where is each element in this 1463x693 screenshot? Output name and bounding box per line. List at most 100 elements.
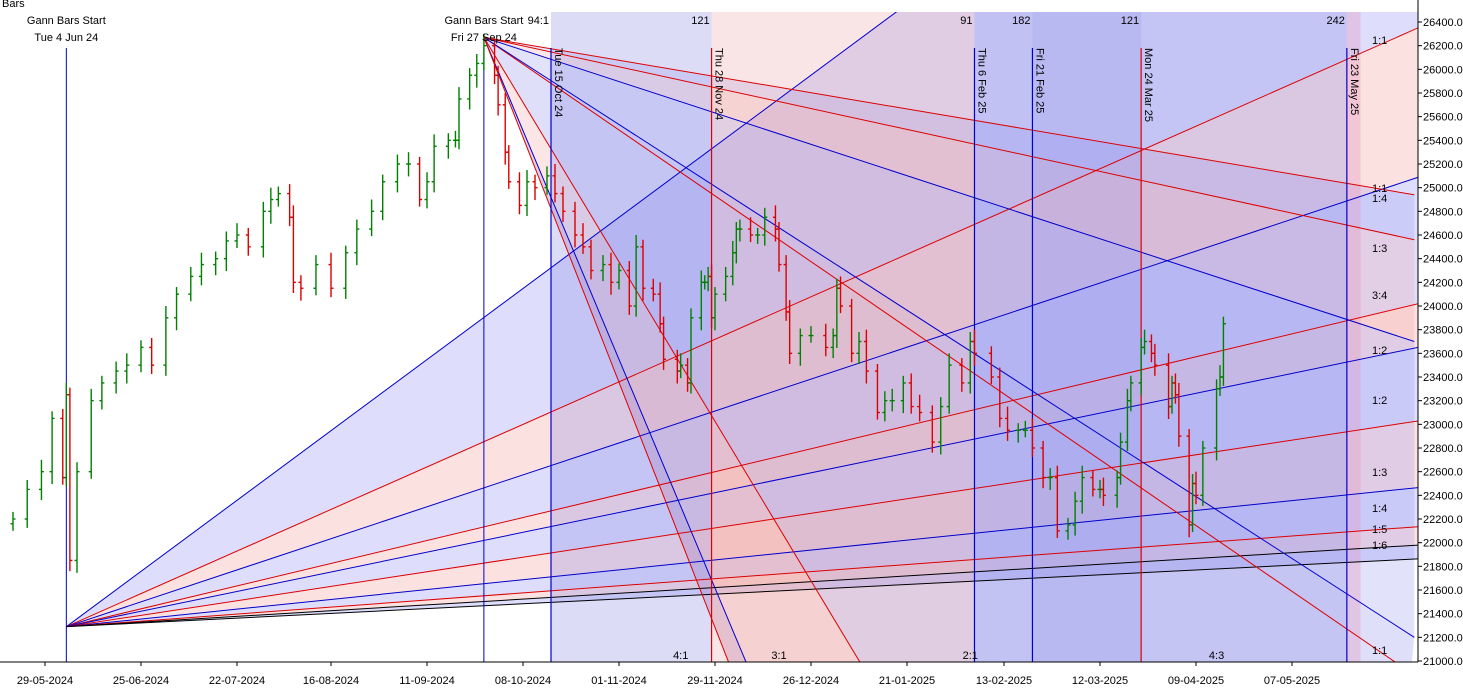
ohlc-bar [748,217,754,243]
ohlc-bar [213,251,219,276]
bottom-fan-line [66,303,1418,628]
price-tick-label: 21600.00 [1423,585,1463,597]
ohlc-bar [988,346,994,385]
price-tick-label: 22200.00 [1423,514,1463,526]
ohlc-bar [1193,471,1199,505]
price-tick-label: 21000.00 [1423,656,1463,668]
price-tick-label: 24000.00 [1423,301,1463,313]
ohlc-bar [688,308,694,394]
date-tick-label: 29-11-2024 [687,675,742,687]
ohlc-bar [198,252,204,286]
ohlc-bar [762,207,768,246]
bottom-fan-line [66,346,1418,628]
price-tick-label: 24800.00 [1423,206,1463,218]
price-tick-label: 22800.00 [1423,443,1463,455]
ohlc-bar [406,152,412,177]
fan-ratio-label: 2:1 [963,650,978,662]
ohlc-bar [524,169,530,217]
price-tick-label: 25000.00 [1423,183,1463,195]
ohlc-bar [275,186,281,207]
ohlc-bar [787,300,793,364]
fan-ratio-label: 3:1 [771,650,786,662]
ohlc-bar [863,329,869,384]
ohlc-bar [24,479,30,528]
ohlc-bar [608,252,614,295]
plot-background [0,12,1418,662]
ohlc-bar [260,201,266,258]
fan-ratio-label: 1:3 [1372,243,1387,255]
date-tick-label: 08-10-2024 [495,675,551,687]
fan-ratio-label: 1:5 [1372,524,1387,536]
ohlc-bar [971,329,977,366]
ohlc-bar [223,231,229,272]
fan-ratio-label: 3:4 [1372,290,1387,302]
ohlc-bar [1200,440,1206,506]
price-tick-label: 21800.00 [1423,561,1463,573]
ohlc-bar [797,328,803,366]
ohlc-bar [882,391,888,422]
price-tick-label: 23800.00 [1423,325,1463,337]
price-tick-label: 24400.00 [1423,254,1463,266]
date-tick-label: 25-06-2024 [113,675,169,687]
ohlc-bar [268,187,274,224]
price-tick-label: 26400.00 [1423,17,1463,29]
fan-ratio-label: 1:2 [1372,345,1387,357]
ohlc-bar [874,363,880,420]
bottom-fan-sector [66,12,1418,627]
ohlc-bar [298,275,304,301]
price-axis-bg [1418,0,1463,688]
bottom-fan-line [66,558,1418,628]
ohlc-bar [1152,343,1158,376]
fan-ratio-label: 1:4 [1372,503,1387,515]
ohlc-bar [354,219,360,266]
price-tick-label: 23200.00 [1423,396,1463,408]
ohlc-bar [313,255,319,296]
fan-ratio-label: 4:1 [673,650,688,662]
date-tick-label: 09-04-2025 [1168,675,1224,687]
price-tick-label: 25600.00 [1423,112,1463,124]
time-band [974,12,1033,662]
price-tick-label: 26200.00 [1423,41,1463,53]
bar-count-label: 242 [1326,15,1344,27]
ohlc-bar [808,326,814,343]
fan-ratio-label: 1:4 [1372,193,1387,205]
top-fan-line [483,37,730,662]
time-band [711,12,975,662]
price-tick-label: 24600.00 [1423,230,1463,242]
ohlc-bar [1022,420,1028,438]
ohlc-bar [328,252,334,298]
price-tick-label: 22400.00 [1423,490,1463,502]
ohlc-bar [1176,382,1182,447]
ohlc-bar [369,199,375,237]
ohlc-bar [856,332,862,364]
bottom-fan-line [66,487,1418,628]
bottom-fan-line [66,544,1418,628]
ohlc-bar [1100,477,1106,506]
time-line-label: Thu 6 Feb 25 [975,48,987,113]
ohlc-bar [445,133,451,159]
top-fan-sector [483,37,1415,662]
gann-start-title: Gann Bars Start [444,15,523,27]
date-tick-label: 11-09-2024 [399,675,454,687]
top-fan-line [483,36,1415,241]
price-tick-label: 25200.00 [1423,159,1463,171]
time-band [551,12,712,662]
ohlc-bar [174,287,180,331]
time-band [1346,12,1361,662]
ohlc-bar [343,245,349,299]
ohlc-bar [588,239,594,280]
ohlc-bar [678,353,684,379]
ohlc-bar [1047,468,1053,491]
ohlc-bar [929,405,935,453]
ohlc-bar [474,53,480,88]
fan-ratio-label: 1:2 [1372,395,1387,407]
ohlc-bar [481,33,487,71]
price-tick-label: 23000.00 [1423,419,1463,431]
time-band [1032,12,1142,662]
fan-ratio-label: 1:6 [1372,540,1387,552]
ohlc-bar [88,388,94,479]
price-tick-label: 21400.00 [1423,609,1463,621]
bottom-fan-line [66,176,1418,628]
